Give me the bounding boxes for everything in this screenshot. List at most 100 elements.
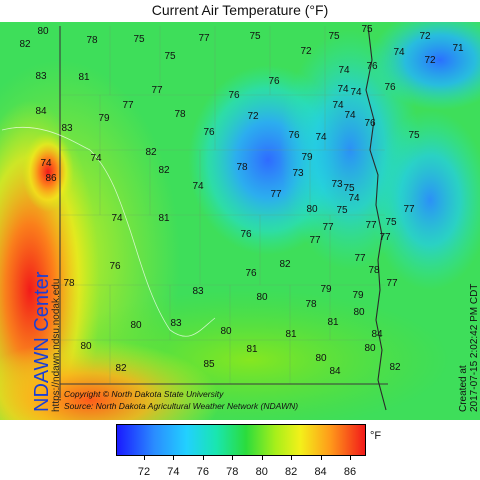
station-temperature: 77 [151, 85, 163, 96]
station-temperature: 76 [268, 76, 280, 87]
colorbar-tick-label: 86 [343, 466, 357, 478]
station-temperature: 78 [86, 35, 98, 46]
colorbar-tick-mark [173, 456, 175, 460]
station-temperature: 77 [270, 189, 282, 200]
station-temperature: 78 [368, 265, 380, 276]
station-temperature: 75 [343, 183, 355, 194]
station-temperature: 75 [336, 205, 348, 216]
station-temperature: 77 [365, 220, 377, 231]
colorbar-tick-mark [202, 456, 204, 460]
station-temperature: 84 [371, 329, 383, 340]
station-temperature: 82 [279, 259, 291, 270]
station-temperature: 76 [203, 127, 215, 138]
station-temperature: 80 [256, 292, 268, 303]
station-temperature: 81 [246, 344, 258, 355]
colorbar-tick-mark [320, 456, 322, 460]
station-temperature: 77 [309, 235, 321, 246]
station-temperature: 71 [452, 43, 464, 54]
colorbar-unit: °F [370, 430, 382, 442]
station-temperature: 78 [236, 162, 248, 173]
station-temperature: 74 [344, 110, 356, 121]
cool-zone-east-edge [370, 110, 480, 290]
station-temperature: 76 [288, 130, 300, 141]
station-temperature: 74 [332, 100, 344, 111]
station-temperature: 74 [90, 153, 102, 164]
station-temperature: 81 [78, 72, 90, 83]
station-temperature: 77 [403, 204, 415, 215]
station-temperature: 80 [130, 320, 142, 331]
station-temperature: 77 [322, 222, 334, 233]
station-temperature: 75 [133, 34, 145, 45]
source-text: Source: North Dakota Agricultural Weathe… [64, 401, 298, 411]
station-temperature: 82 [115, 363, 127, 374]
station-temperature: 77 [386, 278, 398, 289]
colorbar-tick-label: 74 [167, 466, 180, 478]
station-temperature: 74 [315, 132, 327, 143]
station-temperature: 75 [164, 51, 176, 62]
station-temperature: 79 [301, 152, 313, 163]
station-temperature: 76 [240, 229, 252, 240]
colorbar-tick-label: 78 [226, 466, 239, 478]
station-temperature: 82 [389, 362, 401, 373]
station-temperature: 75 [249, 31, 261, 42]
colorbar-tick-mark [291, 456, 293, 460]
colorbar-tick-mark [261, 456, 263, 460]
station-temperature: 74 [337, 84, 349, 95]
station-temperature: 72 [419, 31, 431, 42]
station-temperature: 72 [424, 55, 436, 66]
station-temperature: 74 [111, 213, 123, 224]
station-temperature: 80 [220, 326, 232, 337]
station-temperature: 76 [384, 82, 396, 93]
station-temperature: 81 [327, 317, 339, 328]
copyright-text: Copyright © North Dakota State Universit… [64, 389, 224, 399]
station-temperature: 81 [285, 329, 297, 340]
station-temperature: 74 [192, 181, 204, 192]
missouri-river [1, 126, 216, 337]
station-temperature: 72 [247, 111, 259, 122]
station-temperature: 74 [348, 193, 360, 204]
station-temperature: 75 [361, 24, 373, 35]
station-temperature: 75 [328, 31, 340, 42]
station-temperature: 85 [203, 359, 215, 370]
colorbar-tick-label: 80 [255, 466, 268, 478]
station-temperature: 77 [122, 100, 134, 111]
station-temperature: 75 [408, 130, 420, 141]
station-temperature: 83 [170, 318, 182, 329]
station-temperature: 76 [366, 61, 378, 72]
station-temperature: 80 [353, 307, 365, 318]
cool-zone-northeast [370, 22, 480, 110]
station-temperature: 73 [292, 168, 304, 179]
station-temperature: 73 [331, 179, 343, 190]
station-temperature: 77 [379, 232, 391, 243]
station-temperature: 77 [354, 253, 366, 264]
created-timestamp: 2017-07-15 2:02:42 PM CDT [469, 284, 480, 412]
created-at-label: Created at [458, 365, 469, 412]
station-temperature: 80 [306, 204, 318, 215]
county-lines [60, 26, 385, 384]
map-title: Current Air Temperature (°F) [151, 2, 329, 18]
station-temperature: 79 [352, 290, 364, 301]
station-temperature: 83 [61, 123, 73, 134]
station-temperature: 74 [393, 47, 405, 58]
ndawn-side-label: NDAWN Center https://ndawn.ndsu.nodak.ed… [31, 271, 62, 412]
station-temperature: 82 [19, 39, 31, 50]
station-temperature: 78 [305, 299, 317, 310]
created-at-side-label: Created at 2017-07-15 2:02:42 PM CDT [458, 284, 480, 412]
station-temperature: 80 [364, 343, 376, 354]
station-temperature: 76 [364, 118, 376, 129]
station-temperature: 80 [315, 353, 327, 364]
station-temperature: 84 [35, 106, 47, 117]
station-temperature: 76 [109, 261, 121, 272]
colorbar-tick-label: 72 [137, 466, 151, 478]
station-temperature: 83 [35, 71, 47, 82]
station-temperature: 82 [145, 147, 157, 158]
station-temperature: 74 [338, 65, 350, 76]
colorbar-tick-mark [350, 456, 351, 460]
station-temperature: 78 [174, 109, 186, 120]
colorbar-tick-mark [232, 456, 234, 460]
warm-zone-southwest [0, 340, 220, 420]
station-temperature: 76 [228, 90, 240, 101]
station-temperature: 78 [63, 278, 75, 289]
